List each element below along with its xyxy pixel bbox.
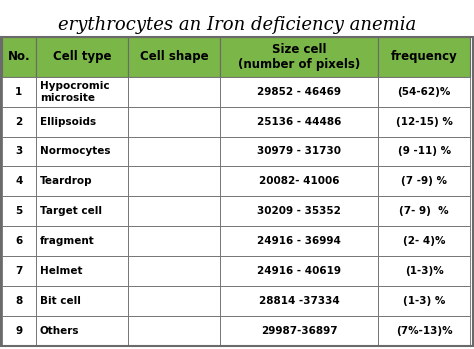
Bar xyxy=(128,226,220,256)
Text: 25136 - 44486: 25136 - 44486 xyxy=(257,117,341,127)
Text: frequency: frequency xyxy=(391,50,457,63)
Bar xyxy=(220,315,378,346)
Bar xyxy=(36,77,128,107)
Text: Hypocromic
microsite: Hypocromic microsite xyxy=(40,81,109,103)
Bar xyxy=(220,37,378,77)
Bar xyxy=(2,107,36,136)
Bar xyxy=(2,196,36,226)
Bar xyxy=(2,256,36,286)
Bar xyxy=(220,77,378,107)
Text: (9 -11) %: (9 -11) % xyxy=(398,147,451,156)
Text: Cell type: Cell type xyxy=(53,50,111,63)
Bar xyxy=(36,226,128,256)
Bar xyxy=(378,256,470,286)
Bar xyxy=(128,37,220,77)
Text: 29852 - 46469: 29852 - 46469 xyxy=(257,87,341,97)
Bar xyxy=(378,37,470,77)
Text: Ellipsoids: Ellipsoids xyxy=(40,117,96,127)
Bar xyxy=(128,256,220,286)
Bar xyxy=(378,77,470,107)
Text: Cell shape: Cell shape xyxy=(140,50,208,63)
Text: (7%-13)%: (7%-13)% xyxy=(396,326,453,336)
Text: 24916 - 36994: 24916 - 36994 xyxy=(257,236,341,246)
Text: (7- 9)  %: (7- 9) % xyxy=(400,206,449,216)
Text: 29987-36897: 29987-36897 xyxy=(261,326,337,336)
Bar xyxy=(220,107,378,136)
Text: 9: 9 xyxy=(15,326,22,336)
Text: 24916 - 40619: 24916 - 40619 xyxy=(257,266,341,276)
Text: 30979 - 31730: 30979 - 31730 xyxy=(257,147,341,156)
Text: (2- 4)%: (2- 4)% xyxy=(403,236,446,246)
Text: fragment: fragment xyxy=(40,236,94,246)
Text: Others: Others xyxy=(40,326,79,336)
Bar xyxy=(220,286,378,315)
Bar xyxy=(36,166,128,196)
Bar xyxy=(36,256,128,286)
Text: 4: 4 xyxy=(15,176,23,186)
Bar xyxy=(378,166,470,196)
Bar xyxy=(128,166,220,196)
Bar xyxy=(378,226,470,256)
Bar xyxy=(36,37,128,77)
Bar xyxy=(2,77,36,107)
Bar xyxy=(220,166,378,196)
Bar xyxy=(2,166,36,196)
Text: 30209 - 35352: 30209 - 35352 xyxy=(257,206,341,216)
Bar xyxy=(2,286,36,315)
Text: Normocytes: Normocytes xyxy=(40,147,110,156)
Text: (1-3)%: (1-3)% xyxy=(405,266,444,276)
Bar xyxy=(2,136,36,166)
Bar xyxy=(220,256,378,286)
Text: 7: 7 xyxy=(15,266,23,276)
Bar xyxy=(128,315,220,346)
Text: erythrocytes an Iron deficiency anemia: erythrocytes an Iron deficiency anemia xyxy=(58,16,416,34)
Bar xyxy=(36,196,128,226)
Bar xyxy=(128,107,220,136)
Text: 28814 -37334: 28814 -37334 xyxy=(259,296,339,306)
Bar xyxy=(36,286,128,315)
Text: Target cell: Target cell xyxy=(40,206,102,216)
Bar xyxy=(36,315,128,346)
Text: 6: 6 xyxy=(15,236,22,246)
Text: (12-15) %: (12-15) % xyxy=(396,117,453,127)
Bar xyxy=(128,77,220,107)
Bar xyxy=(1,37,473,346)
Bar xyxy=(220,136,378,166)
Text: 5: 5 xyxy=(15,206,22,216)
Bar xyxy=(36,107,128,136)
Text: 8: 8 xyxy=(15,296,22,306)
Bar xyxy=(378,196,470,226)
Text: Teardrop: Teardrop xyxy=(40,176,92,186)
Bar xyxy=(36,136,128,166)
Bar xyxy=(378,136,470,166)
Text: 3: 3 xyxy=(15,147,22,156)
Bar xyxy=(128,196,220,226)
Text: Bit cell: Bit cell xyxy=(40,296,81,306)
Bar xyxy=(220,226,378,256)
Text: (54-62)%: (54-62)% xyxy=(398,87,451,97)
Text: (7 -9) %: (7 -9) % xyxy=(401,176,447,186)
Text: Size cell
(number of pixels): Size cell (number of pixels) xyxy=(238,43,360,71)
Bar xyxy=(2,37,36,77)
Bar xyxy=(128,136,220,166)
Text: 2: 2 xyxy=(15,117,22,127)
Text: No.: No. xyxy=(8,50,30,63)
Bar xyxy=(2,315,36,346)
Text: 1: 1 xyxy=(15,87,22,97)
Text: 20082- 41006: 20082- 41006 xyxy=(259,176,339,186)
Bar xyxy=(220,196,378,226)
Bar xyxy=(128,286,220,315)
Text: Helmet: Helmet xyxy=(40,266,82,276)
Bar xyxy=(2,226,36,256)
Bar xyxy=(378,107,470,136)
Bar xyxy=(378,286,470,315)
Text: (1-3) %: (1-3) % xyxy=(403,296,446,306)
Bar xyxy=(378,315,470,346)
